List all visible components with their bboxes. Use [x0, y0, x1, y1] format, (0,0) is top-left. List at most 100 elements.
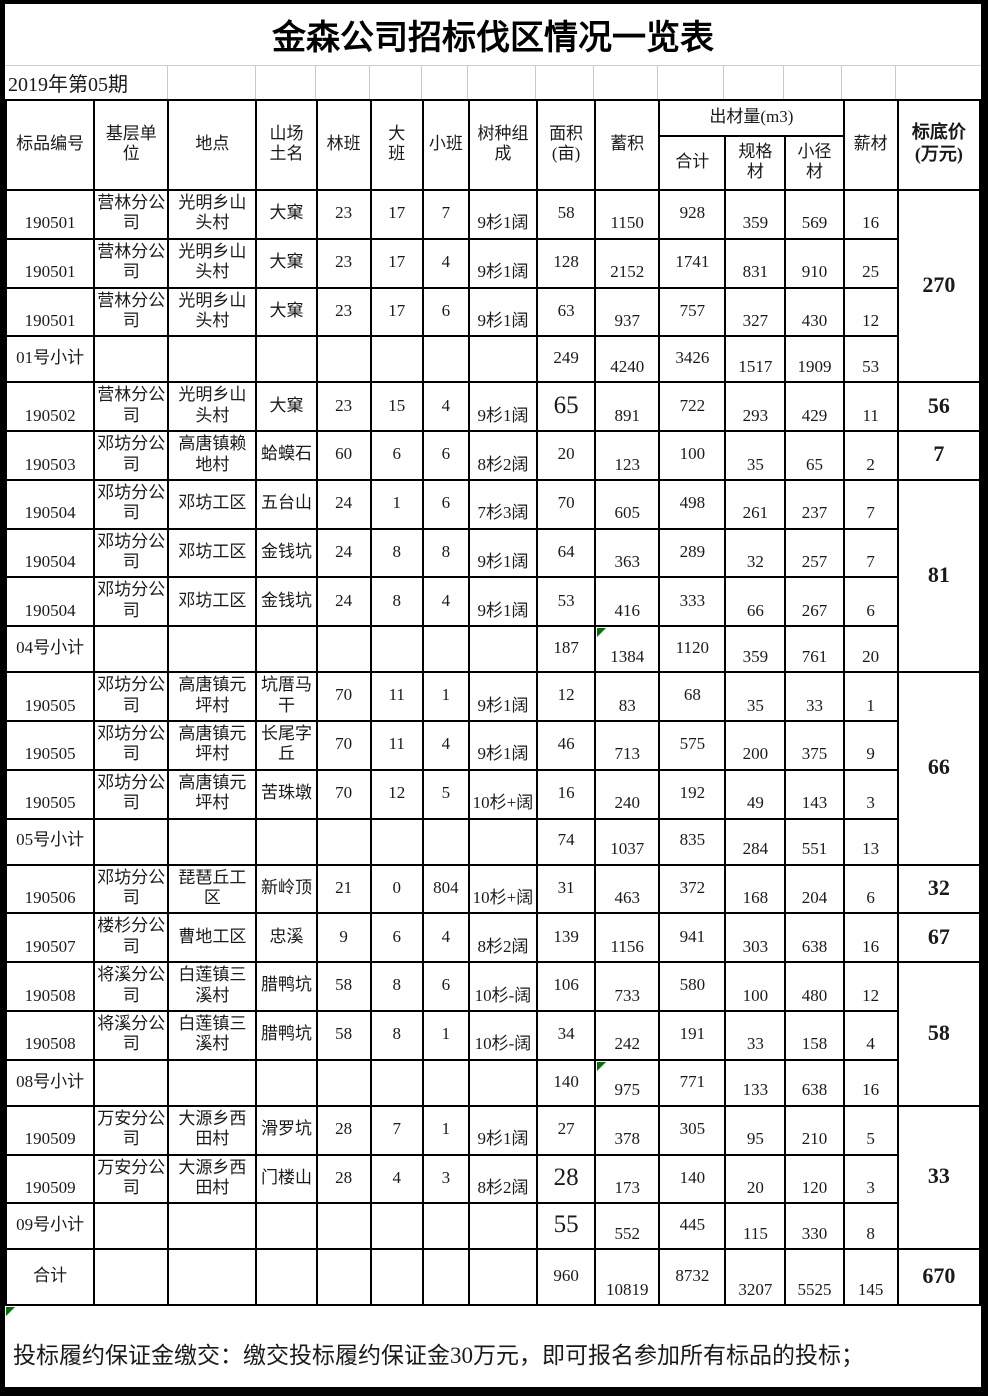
table-cell: 将溪分公司	[93, 961, 170, 1012]
table-cell: 忠溪	[255, 912, 318, 964]
table-cell: 白莲镇三溪村	[167, 961, 258, 1012]
table-cell: 128	[536, 237, 597, 289]
period-grid-cell	[593, 66, 657, 99]
table-cell	[93, 335, 170, 384]
period-label: 2019年第05期	[8, 74, 128, 96]
table-row: 190505 邓坊分公司 高唐镇元坪村 坑厝马干 70 11 1 9杉1阔 12 83 68 35 33…	[5, 671, 981, 866]
table-cell: 高唐镇元坪村	[167, 671, 258, 723]
table-cell	[315, 625, 372, 674]
table-cell: 303	[724, 912, 787, 964]
table-cell: 6	[421, 961, 470, 1012]
table-cell: 12	[369, 768, 424, 820]
table-cell: 2	[842, 430, 899, 481]
table-cell: 金钱坑	[255, 527, 318, 579]
table-cell	[255, 1202, 318, 1251]
price-cell: 7	[896, 430, 981, 481]
table-cell: 713	[594, 720, 661, 771]
table-cell: 长尾字丘	[255, 720, 318, 771]
table-cell: 430	[784, 286, 845, 338]
table-cell	[369, 1058, 424, 1107]
table-row: 合计 960 10819 8732 3207 5525 145 670	[5, 1248, 981, 1307]
table-cell: 27	[536, 1104, 597, 1156]
table-cell: 04号小计	[5, 625, 96, 674]
table-cell: 7	[369, 1104, 424, 1156]
table-cell: 大窠	[255, 381, 318, 433]
table-cell: 100	[724, 961, 787, 1012]
table-cell: 23	[315, 189, 372, 240]
table-cell: 190509	[5, 1104, 96, 1156]
table-cell: 12	[842, 286, 899, 338]
table-cell: 7	[421, 189, 470, 240]
table-cell: 05号小计	[5, 817, 96, 866]
table-cell: 17	[369, 189, 424, 240]
table-cell	[315, 1248, 372, 1307]
period-grid-cell	[467, 66, 535, 99]
header-cell: 标品编号	[5, 99, 96, 191]
table-cell: 23	[315, 286, 372, 338]
table-cell	[467, 625, 539, 674]
table-cell: 305	[658, 1104, 727, 1156]
table-cell: 新岭顶	[255, 863, 318, 915]
table-cell	[467, 817, 539, 866]
table-cell	[255, 1248, 318, 1307]
table-cell	[421, 817, 470, 866]
table-cell: 66	[724, 576, 787, 628]
table-row: 01号小计 249 4240 3426 1517 1909 53	[5, 335, 980, 384]
table-cell: 3207	[724, 1248, 787, 1307]
period-row: 2019年第05期	[5, 66, 981, 99]
table-cell: 64	[536, 527, 597, 579]
table-cell: 9	[315, 912, 372, 964]
table-cell: 高唐镇元坪村	[167, 768, 258, 820]
header-cell: 小径 材	[784, 135, 845, 191]
table-cell	[467, 1248, 539, 1307]
table-cell	[167, 1058, 258, 1107]
table-cell: 20	[536, 430, 597, 481]
table-row: 190509 万安分公司 大源乡西田村 滑罗坑 28 7 1 9杉1阔 27 378 305 95 21…	[5, 1104, 981, 1251]
table-cell: 琵琶丘工区	[167, 863, 258, 915]
table-cell	[467, 335, 539, 384]
table-cell: 4	[421, 381, 470, 433]
table-cell	[93, 625, 170, 674]
table-cell: 831	[724, 237, 787, 289]
table-cell: 高唐镇赖地村	[167, 430, 258, 481]
period-grid-cell	[315, 66, 369, 99]
table-cell: 210	[784, 1104, 845, 1156]
table-cell	[167, 1202, 258, 1251]
table-cell: 53	[536, 576, 597, 628]
table-cell: 25	[842, 237, 899, 289]
table-cell: 33	[724, 1009, 787, 1061]
price-cell: 66	[896, 671, 981, 866]
table-cell: 8	[369, 576, 424, 628]
table-cell: 10杉+阔	[467, 863, 539, 915]
table-cell: 3	[842, 768, 899, 820]
table-cell	[93, 1248, 170, 1307]
table-cell: 190501	[5, 189, 96, 240]
table-cell: 营林分公司	[93, 381, 170, 433]
table-cell: 28	[536, 1153, 597, 1205]
table-cell: 190503	[5, 430, 96, 481]
table-cell: 11	[842, 381, 899, 433]
table-cell: 937	[594, 286, 661, 338]
table-cell: 58	[315, 1009, 372, 1061]
table-cell: 498	[658, 478, 727, 530]
table-cell: 17	[369, 286, 424, 338]
table-cell: 邓坊分公司	[93, 671, 170, 723]
table-cell: 46	[536, 720, 597, 771]
table-cell	[167, 817, 258, 866]
footer-note-block: 投标履约保证金缴交：缴交投标履约保证金30万元，即可报名参加所有标品的投标；	[5, 1306, 981, 1387]
table-cell: 552	[594, 1202, 661, 1251]
table-cell: 5	[842, 1104, 899, 1156]
table-cell	[93, 817, 170, 866]
table-cell: 416	[594, 576, 661, 628]
table-cell: 09号小计	[5, 1202, 96, 1251]
table-cell: 333	[658, 576, 727, 628]
table-cell: 6	[369, 912, 424, 964]
table-cell: 804	[421, 863, 470, 915]
bid-table: 标品编号 基层单 位地点 山场 土名 林班大 班小班 树种组 成面积 (亩) 蓄积 出材量(…	[5, 99, 981, 1307]
table-cell: 293	[724, 381, 787, 433]
table-cell: 13	[842, 817, 899, 866]
table-cell: 24	[315, 478, 372, 530]
price-cell: 81	[896, 478, 981, 674]
table-cell: 1	[421, 671, 470, 723]
table-header: 标品编号 基层单 位地点 山场 土名 林班大 班小班 树种组 成面积 (亩) 蓄积 出材量(…	[5, 99, 981, 191]
